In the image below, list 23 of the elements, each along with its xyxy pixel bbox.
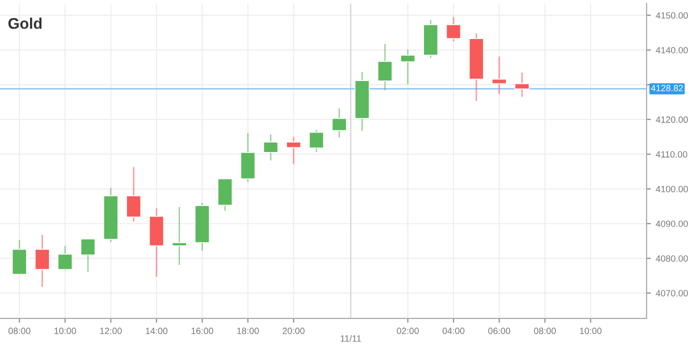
x-tick-label: 10:00 <box>580 328 602 334</box>
x-tick-label: 10:00 <box>54 328 76 334</box>
x-tick-label: 20:00 <box>282 328 305 334</box>
y-tick-label: 4070.00 <box>656 290 688 296</box>
y-tick-label: 4120.00 <box>656 116 688 123</box>
ref-line-label: 4128.82 <box>650 84 683 92</box>
x-tick-label: 06:00 <box>488 328 510 334</box>
x-tick-label: 08:00 <box>8 328 30 334</box>
y-tick-label: 4110.00 <box>656 151 688 158</box>
y-tick-label: 4150.00 <box>656 12 688 19</box>
y-tick-label: 4140.00 <box>656 46 688 54</box>
text: 11/11 <box>340 335 361 342</box>
x-tick-label: 08:00 <box>534 328 556 334</box>
y-tick-label: 4090.00 <box>656 220 688 227</box>
y-tick-label: 4100.00 <box>656 186 688 192</box>
x-tick-label: 16:00 <box>192 328 214 334</box>
x-tick-label: 14:00 <box>146 328 168 334</box>
x-tick-label: 18:00 <box>237 328 259 334</box>
x-tick-label: 12:00 <box>100 328 122 334</box>
y-tick-label: 4080.00 <box>656 255 688 262</box>
x-tick-label: 04:00 <box>442 328 464 334</box>
x-tick-label: 02:00 <box>396 328 419 334</box>
text: Gold <box>8 18 42 29</box>
